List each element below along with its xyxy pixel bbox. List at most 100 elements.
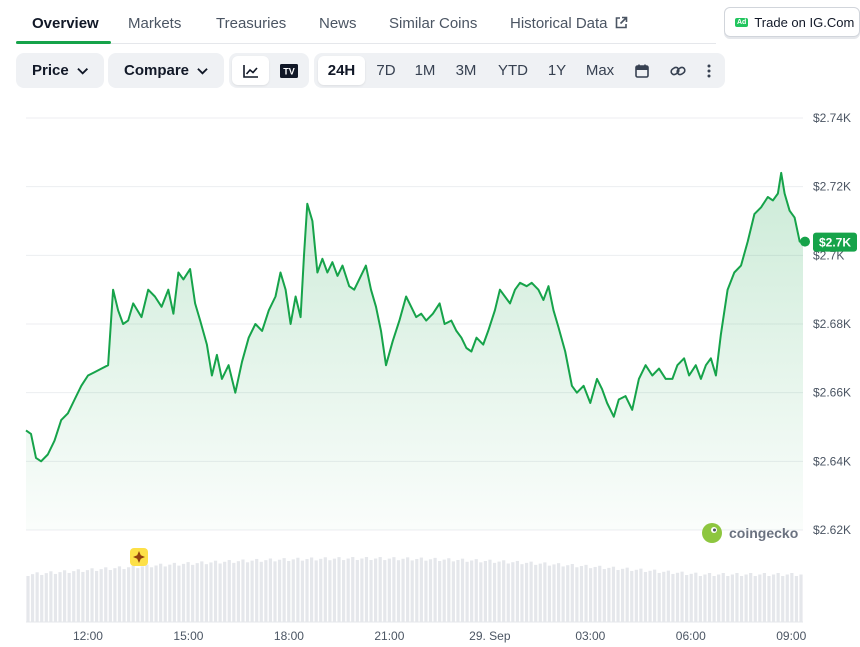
volume-bar <box>40 574 44 622</box>
volume-bar <box>515 560 520 622</box>
volume-bar <box>319 558 323 622</box>
tab-historical-data-label: Historical Data <box>510 15 608 32</box>
tradingview-button[interactable]: TV <box>271 56 306 85</box>
calendar-button[interactable] <box>628 56 656 85</box>
volume-bar <box>653 569 657 622</box>
volume-bar <box>268 558 273 622</box>
volume-bar <box>767 576 771 622</box>
volume-bar <box>213 560 218 622</box>
x-tick-label: 29. Sep <box>469 629 511 643</box>
volume-bar <box>689 573 693 622</box>
volume-bar <box>30 574 35 622</box>
range-3m-button[interactable]: 3M <box>455 62 477 79</box>
volume-bar <box>662 571 666 622</box>
volume-bar <box>250 560 254 622</box>
volume-bar <box>758 574 762 622</box>
volume-bar <box>735 573 739 622</box>
x-tick-label: 15:00 <box>173 629 203 643</box>
volume-bar <box>387 558 391 622</box>
volume-bar <box>465 561 469 622</box>
volume-bar <box>81 571 85 622</box>
volume-bar <box>675 572 680 622</box>
volume-bar <box>707 573 712 622</box>
tab-treasuries[interactable]: Treasuries <box>216 15 287 32</box>
x-tick-label: 18:00 <box>274 629 304 643</box>
volume-bar <box>703 574 707 622</box>
ad-trade-ig[interactable]: Ad Trade on IG.Com <box>724 7 860 37</box>
volume-bar <box>598 565 602 622</box>
volume-bar <box>305 559 309 622</box>
volume-bar <box>680 571 684 622</box>
volume-bar <box>227 560 231 622</box>
volume-bar <box>44 573 48 622</box>
volume-bar <box>634 569 638 622</box>
volume-bar <box>799 574 803 622</box>
line-chart-button[interactable] <box>232 56 269 85</box>
more-vertical-icon <box>707 64 711 77</box>
volume-bar <box>579 566 584 622</box>
price-dropdown[interactable]: Price <box>16 53 104 88</box>
volume-bar <box>378 557 382 622</box>
volume-bar <box>648 570 652 622</box>
current-price-dot <box>800 236 810 247</box>
volume-bar <box>374 558 378 622</box>
compare-dropdown[interactable]: Compare <box>108 53 224 88</box>
volume-bar <box>392 557 396 622</box>
price-dropdown-label: Price <box>32 62 69 79</box>
volume-bar <box>85 570 90 622</box>
volume-bar <box>570 563 574 622</box>
range-1m-button[interactable]: 1M <box>414 62 436 79</box>
tab-similar-coins[interactable]: Similar Coins <box>389 15 478 32</box>
volume-bar <box>639 568 643 622</box>
volume-bar <box>419 557 423 622</box>
volume-bar <box>195 563 199 622</box>
calendar-icon <box>635 64 649 78</box>
chevron-down-icon <box>197 67 208 75</box>
tradingview-icon: TV <box>279 63 298 78</box>
tab-news[interactable]: News <box>319 15 357 32</box>
volume-bar <box>49 571 53 622</box>
volume-bar <box>62 570 67 622</box>
volume-bar <box>282 558 286 622</box>
volume-bar <box>593 566 597 622</box>
volume-bar <box>456 560 460 622</box>
tab-historical-data[interactable]: Historical Data <box>510 15 628 32</box>
volume-bar <box>771 574 776 622</box>
volume-bar <box>191 564 195 622</box>
volume-bar <box>259 561 263 622</box>
more-options-button[interactable] <box>698 56 720 85</box>
tab-markets[interactable]: Markets <box>128 15 182 32</box>
volume-bar <box>323 557 327 622</box>
share-link-button[interactable] <box>664 56 692 85</box>
volume-bar <box>621 568 625 622</box>
coingecko-logo-icon <box>702 523 722 543</box>
volume-bar <box>762 573 767 622</box>
volume-bar <box>584 564 588 622</box>
range-7d-button[interactable]: 7D <box>376 62 396 79</box>
volume-bar <box>296 557 300 622</box>
tab-overview[interactable]: Overview <box>32 15 99 32</box>
y-tick-label: $2.72K <box>813 180 851 194</box>
volume-bar <box>438 560 442 622</box>
volume-bar <box>67 572 71 622</box>
volume-bar <box>785 574 789 622</box>
volume-bar <box>556 563 561 622</box>
range-1y-button[interactable]: 1Y <box>547 62 567 79</box>
range-ytd-button[interactable]: YTD <box>498 62 528 79</box>
volume-bar <box>364 557 369 622</box>
range-max-button[interactable]: Max <box>585 62 615 79</box>
volume-bar <box>607 567 611 622</box>
volume-bar <box>223 561 227 622</box>
x-tick-label: 21:00 <box>374 629 404 643</box>
volume-bar <box>406 557 410 622</box>
volume-bar <box>200 561 204 622</box>
volume-bar <box>287 560 291 622</box>
x-tick-label: 09:00 <box>776 629 806 643</box>
volume-bar <box>277 559 282 622</box>
volume-bar <box>90 568 94 622</box>
coingecko-watermark: coingecko <box>729 525 798 541</box>
range-24h-button[interactable]: 24H <box>318 56 365 85</box>
volume-bar <box>552 564 556 622</box>
volume-bar <box>291 559 295 622</box>
